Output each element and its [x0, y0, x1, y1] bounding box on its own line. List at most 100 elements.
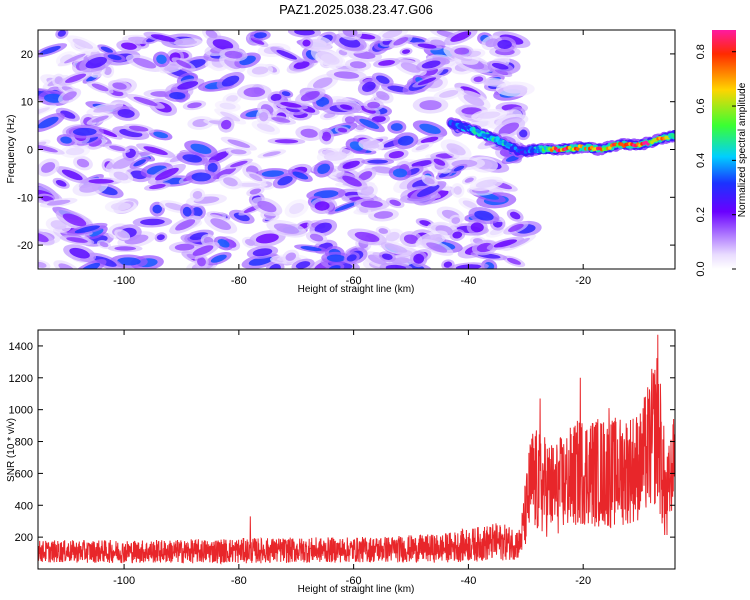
heatmap-cell — [443, 261, 453, 268]
heatmap-cell — [316, 97, 330, 107]
heatmap-cell — [312, 77, 333, 89]
colorbar-ticks: 0.0 0.2 0.4 0.6 0.8 — [695, 44, 736, 277]
heatmap-cell — [371, 115, 386, 123]
heatmap-cell — [230, 149, 247, 155]
snr-y-tick-label: 400 — [15, 500, 33, 512]
colorbar-tick-label: 0.2 — [695, 207, 707, 222]
snr-x-tick-label: -40 — [460, 575, 476, 587]
heatmap-cell — [328, 265, 341, 269]
heatmap-cell — [293, 61, 310, 69]
snr-y-tick-label: 800 — [15, 437, 33, 449]
heatmap-cell — [243, 87, 266, 97]
heatmap-cell — [493, 239, 518, 248]
heatmap-cell — [497, 39, 512, 50]
heatmap-cell — [274, 139, 299, 144]
colorbar: 0.0 0.2 0.4 0.6 0.8 Normalized spectral ampl… — [695, 30, 748, 277]
heatmap-cell — [419, 220, 432, 227]
heatmap-cell — [417, 43, 437, 49]
heatmap-cell — [62, 213, 87, 227]
heatmap-cell — [506, 257, 521, 265]
spectrogram-y-tick-label: -20 — [17, 240, 33, 252]
heatmap-cell — [270, 93, 282, 102]
heatmap-cell — [192, 207, 203, 217]
heatmap-cell — [292, 171, 309, 180]
heatmap-cell — [397, 135, 414, 146]
heatmap-cell — [415, 144, 430, 151]
heatmap-cell — [150, 34, 176, 42]
heatmap-cell — [371, 166, 395, 174]
heatmap-cell — [378, 228, 389, 234]
heatmap-cell — [165, 202, 185, 211]
heatmap-cell — [236, 182, 261, 187]
heatmap-cell — [149, 184, 166, 190]
heatmap-cell — [74, 225, 100, 234]
heatmap-cell — [300, 246, 322, 252]
heatmap-cell — [61, 169, 83, 181]
heatmap-cell — [273, 223, 300, 235]
heatmap-cell — [433, 158, 446, 166]
heatmap-cell — [381, 253, 393, 260]
snr-frame — [37, 329, 676, 570]
heatmap-cell — [462, 200, 478, 209]
heatmap-cell — [533, 149, 538, 154]
spectrogram-heatmap — [38, 30, 675, 269]
heatmap-cell — [388, 151, 404, 159]
heatmap-cell — [421, 60, 441, 69]
figure-title: PAZ1.2025.038.23.47.G06 — [279, 2, 433, 17]
heatmap-cell — [509, 211, 521, 220]
heatmap-cell — [190, 143, 212, 154]
heatmap-cell — [416, 184, 440, 197]
heatmap-cell — [112, 82, 127, 90]
heatmap-cell — [340, 104, 353, 110]
heatmap-cell — [300, 128, 318, 138]
heatmap-cell — [109, 145, 126, 152]
colorbar-tick-label: 0.0 — [695, 261, 707, 276]
colorbar-gradient — [712, 30, 736, 269]
heatmap-cell — [261, 170, 284, 177]
heatmap-cell — [337, 127, 348, 133]
heatmap-cell — [207, 162, 218, 173]
heatmap-cell — [91, 115, 109, 123]
heatmap-cell — [453, 165, 465, 172]
heatmap-cell — [87, 178, 114, 184]
heatmap-cell — [133, 96, 158, 106]
heatmap-cell — [114, 246, 137, 251]
heatmap-cell — [503, 84, 528, 94]
spectrogram-x-tick-label: -60 — [346, 275, 362, 287]
heatmap-cell — [65, 147, 85, 156]
heatmap-cell — [64, 53, 86, 64]
spectrogram-x-tick-label: -20 — [575, 275, 591, 287]
heatmap-cell — [323, 151, 348, 161]
heatmap-cell — [259, 111, 269, 122]
heatmap-cell — [359, 118, 379, 129]
snr-y-tick-label: 1000 — [9, 405, 33, 417]
heatmap-cell — [117, 109, 135, 118]
heatmap-cell — [360, 200, 383, 208]
heatmap-cell — [393, 36, 409, 46]
snr-y-tick-label: 600 — [15, 468, 33, 480]
heatmap-cell — [65, 73, 87, 83]
heatmap-cell — [342, 160, 360, 169]
heatmap-cell — [249, 188, 262, 195]
heatmap-cell — [57, 30, 66, 37]
heatmap-cell — [320, 54, 340, 65]
spectrogram-panel: -100 -80 -60 -40 -20 20 10 0 -10 -20 Height of s… — [6, 29, 676, 295]
heatmap-cell — [474, 210, 494, 221]
heatmap-cell — [41, 162, 56, 173]
heatmap-cell — [498, 122, 520, 136]
heatmap-cell — [91, 83, 109, 92]
heatmap-cell — [354, 231, 380, 242]
heatmap-cell — [452, 231, 463, 239]
heatmap-cell — [313, 190, 339, 199]
heatmap-cell — [439, 90, 459, 98]
heatmap-cell — [376, 91, 390, 101]
heatmap-cell — [227, 139, 251, 148]
spectrogram-x-tick-label: -40 — [460, 275, 476, 287]
heatmap-cell — [302, 39, 311, 47]
spectrogram-y-tick-label: 10 — [21, 97, 33, 109]
heatmap-cell — [384, 243, 408, 253]
heatmap-cell — [262, 151, 281, 157]
heatmap-cell — [107, 54, 122, 61]
heatmap-cell — [424, 177, 435, 185]
heatmap-cell — [342, 175, 362, 187]
